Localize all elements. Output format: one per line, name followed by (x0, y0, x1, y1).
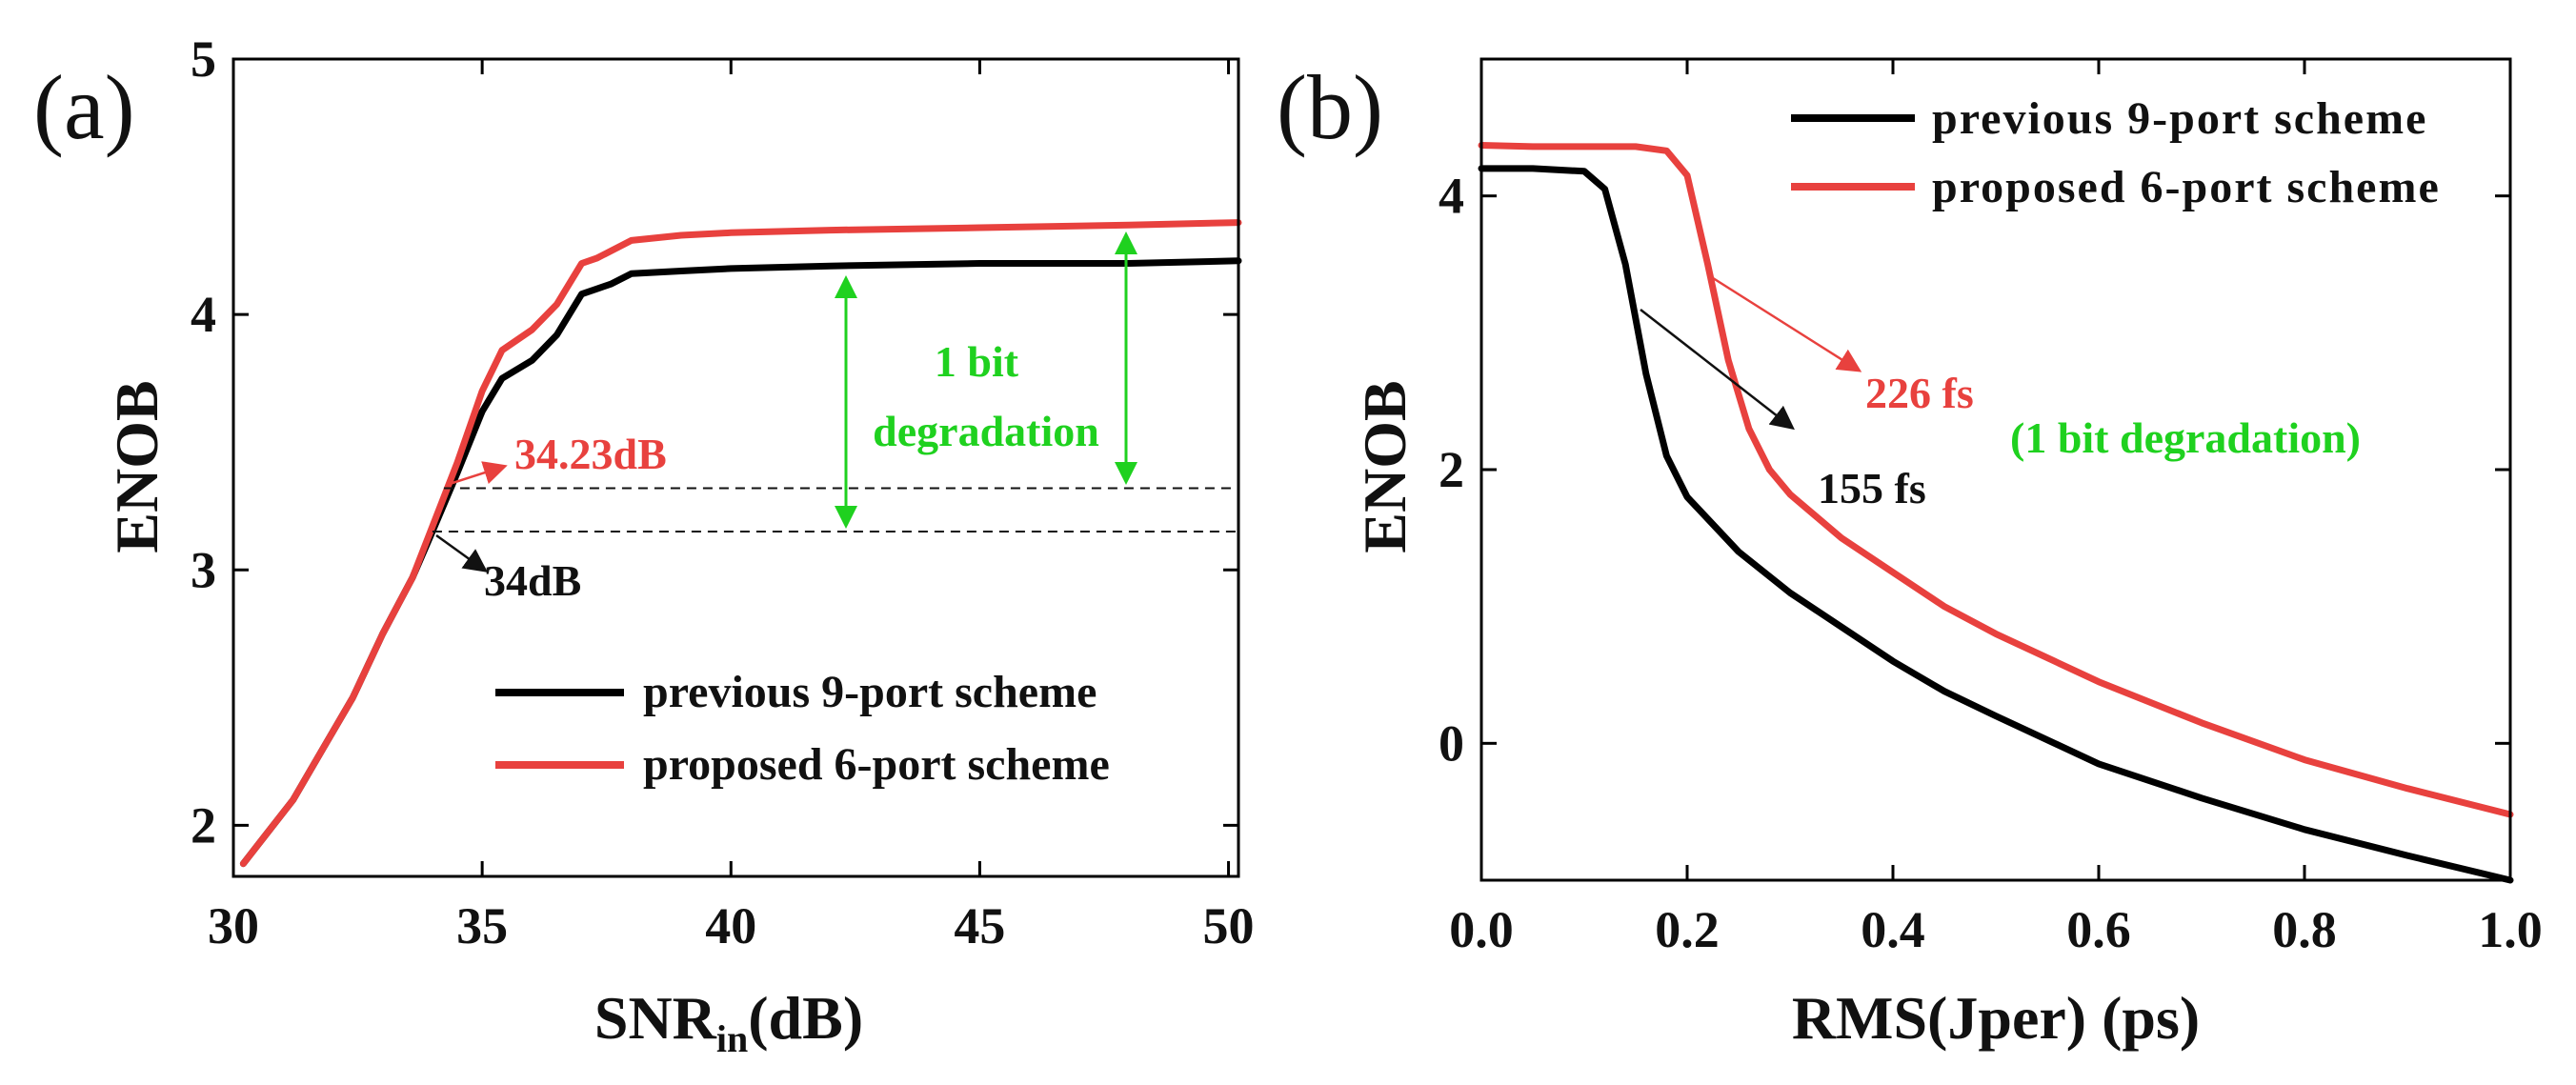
panel-b-legend: previous 9-port scheme proposed 6-port s… (1791, 93, 2441, 212)
panel-a-ylabel: ENOB (103, 380, 171, 553)
panel-label-a: (a) (33, 56, 135, 158)
arrow-34db (435, 533, 489, 573)
annotation-155fs: 155 fs (1818, 464, 1926, 512)
annotation-226fs: 226 fs (1865, 369, 1974, 417)
arrow-226fs (1709, 274, 1862, 372)
legend-a-label-proposed: proposed 6-port scheme (643, 739, 1110, 790)
panel-a-plot-frame (231, 57, 1240, 878)
panel-a-xtick-label-2: 40 (705, 897, 756, 954)
panel-a-ytick-label-2: 4 (191, 286, 216, 343)
panel-a-xtick-label-0: 30 (208, 897, 259, 954)
annotation-1-bit-degradation: (1 bit degradation) (2010, 413, 2361, 462)
panel-b-xtick-label-1: 0.2 (1655, 901, 1720, 958)
annotation-34-23db: 34.23dB (514, 430, 667, 478)
panel-b: (b) 0.0 0.2 0.4 0.6 0.8 1.0 0 2 4 ENOB RMS(Jper)… (1277, 56, 2543, 1052)
panel-a-ytick-label-3: 5 (191, 30, 216, 88)
panel-b-xtick-label-3: 0.6 (2066, 901, 2131, 958)
arrow-155fs (1640, 309, 1795, 431)
panel-a-series-proposed (239, 219, 1242, 868)
panel-b-xtick-label-5: 1.0 (2478, 901, 2543, 958)
panel-b-series-proposed (1478, 142, 2514, 818)
panel-a-legend: previous 9-port scheme proposed 6-port s… (495, 667, 1110, 790)
arrow-34-23db (449, 461, 508, 486)
panel-a-xtick-label-4: 50 (1203, 897, 1255, 954)
panel-b-xlabel: RMS(Jper) (ps) (1792, 984, 2200, 1052)
panel-a-ytick-label-1: 3 (191, 541, 216, 598)
panel-label-b: (b) (1277, 56, 1383, 158)
panel-b-xtick-label-4: 0.8 (2272, 901, 2337, 958)
panel-b-series-previous (1478, 165, 2514, 884)
panel-b-ytick-label-0: 0 (1439, 714, 1464, 772)
panel-b-series (1478, 142, 2514, 884)
panel-b-ytick-label-2: 4 (1439, 168, 1464, 225)
panel-a-xlabel-suffix: (dB) (748, 984, 863, 1052)
panel-b-ytick-label-1: 2 (1439, 441, 1464, 498)
panel-b-xtick-label-0: 0.0 (1449, 901, 1514, 958)
panel-a-reference-lines (432, 487, 1238, 533)
panel-a-xlabel-sub: in (716, 1017, 748, 1060)
legend-b-label-previous: previous 9-port scheme (1932, 93, 2427, 144)
panel-a-series (239, 219, 1242, 868)
panel-a-xlabel-main: SNR (594, 984, 717, 1052)
panel-b-ticks: 0.0 0.2 0.4 0.6 0.8 1.0 0 2 4 (1439, 59, 2543, 958)
panel-b-xtick-label-2: 0.4 (1861, 901, 1925, 958)
annotation-34db: 34dB (484, 556, 581, 605)
panel-a-xtick-label-3: 45 (954, 897, 1005, 954)
legend-b-label-proposed: proposed 6-port scheme (1932, 162, 2441, 212)
panel-a-xtick-label-1: 35 (456, 897, 508, 954)
panel-a-xlabel: SNRin(dB) (594, 984, 863, 1060)
legend-a-label-previous: previous 9-port scheme (643, 667, 1097, 717)
panel-b-ylabel: ENOB (1351, 380, 1419, 553)
annotation-degradation: degradation (873, 407, 1099, 455)
panel-a-ytick-label-0: 2 (191, 796, 216, 854)
annotation-1-bit: 1 bit (935, 337, 1019, 386)
